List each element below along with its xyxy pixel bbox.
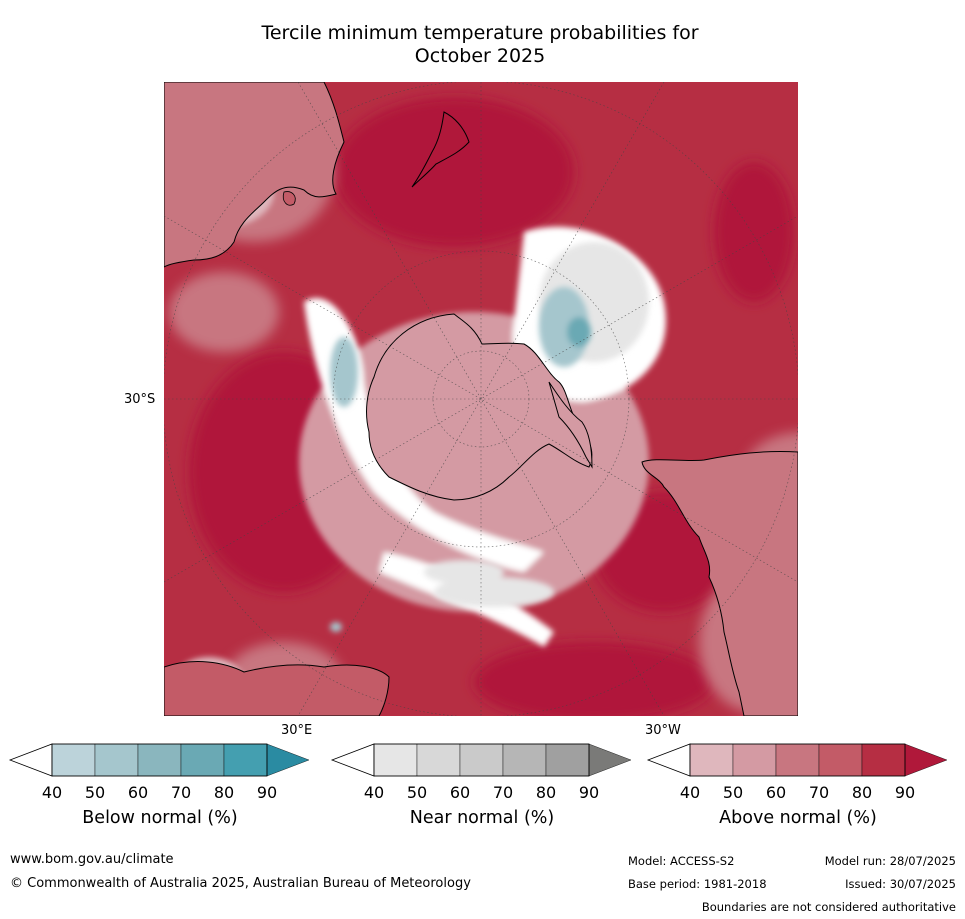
copyright-text: © Commonwealth of Australia 2025, Austra… (10, 876, 471, 891)
antarctica (366, 313, 593, 501)
colorbar-near-seg-4 (502, 743, 547, 777)
colorbar-near-tick: 90 (578, 783, 600, 802)
colorbar-below-tick: 90 (256, 783, 278, 802)
below-normal-regions (330, 287, 591, 632)
colorbar-below-seg-5 (223, 743, 268, 777)
new-zealand (411, 111, 470, 188)
probability-map (164, 82, 798, 716)
map-title-line-2: October 2025 (414, 45, 546, 67)
colorbar-above-svg (646, 743, 948, 777)
colorbar-above-seg-2 (732, 743, 777, 777)
colorbar-below-min-extend (8, 743, 53, 777)
boundaries-disclaimer: Boundaries are not considered authoritat… (701, 900, 956, 914)
colorbar-above-tick: 80 (851, 783, 873, 802)
colorbar-below-tick: 80 (213, 783, 235, 802)
colorbar-near-max-extend (588, 743, 632, 777)
grid-label-30s: 30°S (124, 392, 156, 407)
colorbar-below-tick: 60 (127, 783, 149, 802)
graticule (164, 82, 798, 716)
issued-date: Issued: 30/07/2025 (845, 877, 956, 891)
colorbar-above-tick: 50 (722, 783, 744, 802)
colorbar-above-tick: 60 (765, 783, 787, 802)
colorbar-near-svg (330, 743, 632, 777)
antarctic-peninsula (548, 381, 593, 469)
grid-label-30w: 30°W (645, 723, 681, 738)
colorbar-near-seg-5 (545, 743, 590, 777)
colorbar-near-label: Near normal (%) (409, 808, 555, 828)
map-title: Tercile minimum temperature probabilitie… (160, 22, 800, 68)
colorbar-above-tick: 40 (679, 783, 701, 802)
colorbar-near-tick: 60 (449, 783, 471, 802)
colorbar-near-seg-2 (416, 743, 461, 777)
south-america (641, 450, 798, 716)
colorbar-above: 40 50 60 70 80 90 Above normal (%) (646, 740, 965, 840)
colorbar-below-tick: 40 (41, 783, 63, 802)
colorbar-near-seg-1 (373, 743, 418, 777)
model-run-date: Model run: 28/07/2025 (824, 854, 956, 868)
colorbar-below-seg-1 (51, 743, 96, 777)
colorbar-below-seg-2 (94, 743, 139, 777)
colorbar-below: 40 50 60 70 80 90 Below normal (%) (8, 740, 328, 840)
colorbar-near: 40 50 60 70 80 90 Near normal (%) (330, 740, 650, 840)
colorbar-above-seg-4 (818, 743, 863, 777)
colorbar-above-seg-1 (689, 743, 734, 777)
colorbar-above-tick: 70 (808, 783, 830, 802)
colorbar-near-tick: 70 (492, 783, 514, 802)
colorbar-above-outline (689, 743, 906, 777)
colorbar-near-seg-3 (459, 743, 504, 777)
model-name: Model: ACCESS-S2 (628, 854, 735, 868)
colorbar-below-tick: 50 (84, 783, 106, 802)
colorbar-near-tick: 50 (406, 783, 428, 802)
colorbar-above-seg-5 (861, 743, 906, 777)
colorbar-above-max-extend (904, 743, 948, 777)
colorbar-above-seg-3 (775, 743, 820, 777)
website-link[interactable]: www.bom.gov.au/climate (10, 852, 174, 867)
colorbar-below-seg-3 (137, 743, 182, 777)
colorbar-below-outline (51, 743, 268, 777)
colorbar-above-label: Above normal (%) (719, 808, 877, 828)
colorbar-near-tick: 80 (535, 783, 557, 802)
base-period: Base period: 1981-2018 (628, 877, 767, 891)
colorbar-below-label: Below normal (%) (82, 808, 238, 828)
colorbar-above-min-extend (646, 743, 691, 777)
australia (164, 82, 345, 268)
colorbar-near-tick: 40 (363, 783, 385, 802)
map-svg (164, 82, 798, 716)
colorbar-below-seg-4 (180, 743, 225, 777)
colorbar-below-tick: 70 (170, 783, 192, 802)
africa (164, 661, 390, 716)
colorbar-below-svg (8, 743, 310, 777)
colorbar-near-min-extend (330, 743, 375, 777)
tasmania (282, 191, 296, 206)
grid-label-30e: 30°E (281, 723, 313, 738)
colorbar-above-tick: 90 (894, 783, 916, 802)
map-title-line-1: Tercile minimum temperature probabilitie… (261, 22, 699, 44)
colorbar-below-max-extend (266, 743, 310, 777)
colorbar-near-outline (373, 743, 590, 777)
